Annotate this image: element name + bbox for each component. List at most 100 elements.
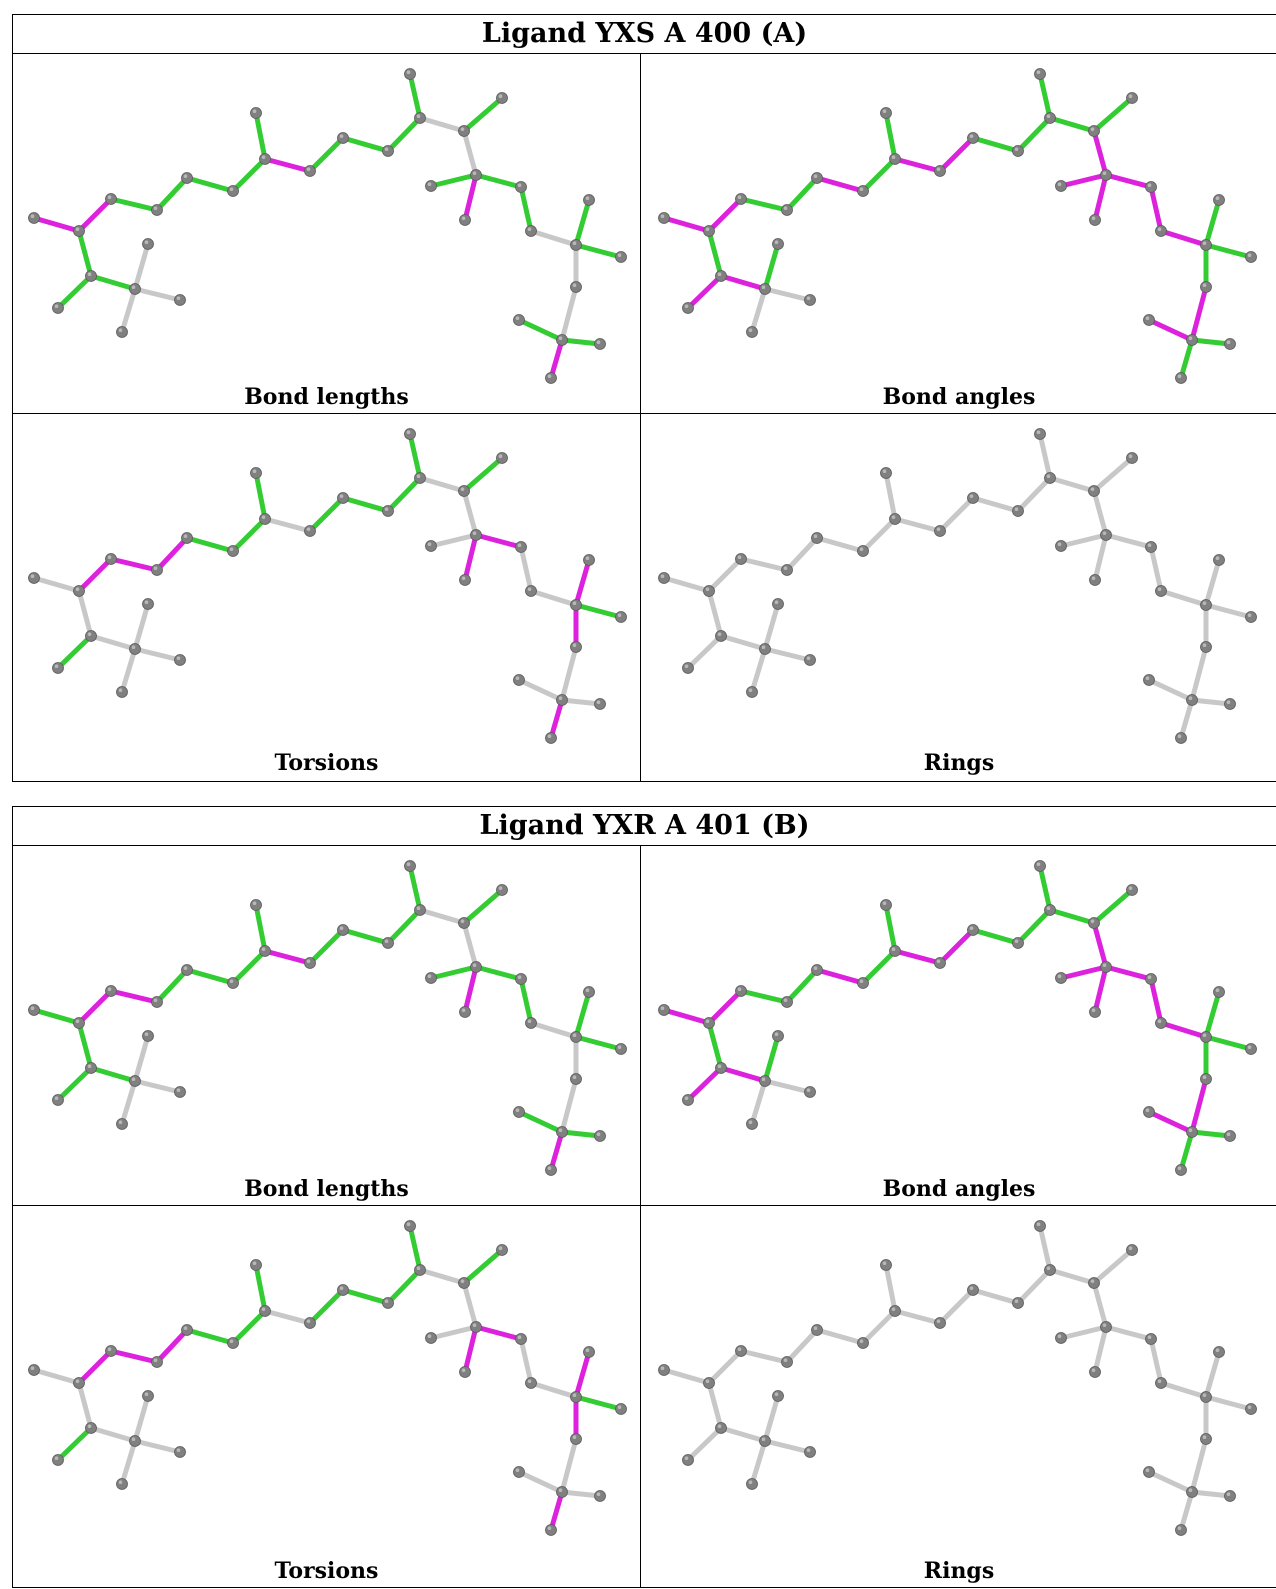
atom xyxy=(52,662,64,674)
atom-highlight xyxy=(1177,1526,1182,1530)
atom xyxy=(1245,611,1257,623)
atom-highlight xyxy=(585,988,590,992)
bond xyxy=(516,1469,565,1495)
atom-highlight xyxy=(75,1379,80,1383)
bond xyxy=(738,1348,790,1365)
atom-highlight xyxy=(558,1488,563,1492)
atom xyxy=(703,1017,715,1029)
atom-highlight xyxy=(498,94,503,98)
atom-highlight xyxy=(153,566,158,570)
atom xyxy=(570,281,582,293)
atom xyxy=(1224,1490,1236,1502)
atom-highlight xyxy=(1128,886,1133,890)
atom-highlight xyxy=(882,901,887,905)
bond xyxy=(340,1287,391,1306)
atom xyxy=(515,1333,527,1345)
atom xyxy=(1012,145,1024,157)
atom xyxy=(857,977,869,989)
atom xyxy=(129,1435,141,1447)
atom-highlight xyxy=(1090,127,1095,131)
panel-torsions: Torsions xyxy=(13,1206,640,1589)
atom-highlight xyxy=(517,183,522,187)
bond xyxy=(784,535,820,573)
bond xyxy=(892,948,943,966)
bond xyxy=(461,95,505,134)
atom xyxy=(735,985,747,997)
bond xyxy=(573,989,592,1040)
atom-highlight xyxy=(306,959,311,963)
atom-highlight xyxy=(1145,1468,1150,1472)
atom-highlight xyxy=(813,966,818,970)
atom xyxy=(1155,1017,1167,1029)
atom-highlight xyxy=(859,979,864,983)
atom-highlight xyxy=(261,515,266,519)
atom xyxy=(772,238,784,250)
atom xyxy=(414,904,426,916)
atom xyxy=(811,532,823,544)
atom xyxy=(414,1264,426,1276)
atom-highlight xyxy=(384,507,389,511)
atom-highlight xyxy=(1147,183,1152,187)
atom xyxy=(857,185,869,197)
bond xyxy=(762,1033,781,1084)
atom xyxy=(404,860,416,872)
atom xyxy=(583,1346,595,1358)
atom-highlight xyxy=(969,926,974,930)
bond xyxy=(108,196,160,213)
atom-highlight xyxy=(416,114,421,118)
atom-highlight xyxy=(54,1096,59,1100)
bond xyxy=(1158,588,1209,608)
bond xyxy=(307,1287,346,1326)
atom-highlight xyxy=(427,1334,432,1338)
atom xyxy=(1126,452,1138,464)
atom xyxy=(116,686,128,698)
atom xyxy=(116,326,128,338)
atom-highlight xyxy=(144,1392,149,1396)
atom xyxy=(116,1118,128,1130)
atom xyxy=(1126,1244,1138,1256)
atom-highlight xyxy=(1177,1166,1182,1170)
atom xyxy=(570,1073,582,1085)
atom xyxy=(404,68,416,80)
bond xyxy=(1047,475,1097,494)
bond xyxy=(528,228,579,248)
atom xyxy=(73,225,85,237)
atom-highlight xyxy=(131,285,136,289)
bond xyxy=(76,588,94,639)
atom-highlight xyxy=(176,296,181,300)
atom xyxy=(1034,1220,1046,1232)
atom xyxy=(227,185,239,197)
atom xyxy=(1224,338,1236,350)
bond xyxy=(516,1109,565,1135)
bond xyxy=(1091,95,1135,134)
atom xyxy=(1175,732,1187,744)
bond xyxy=(461,1280,479,1330)
bond xyxy=(762,1393,781,1444)
atom xyxy=(880,107,892,119)
atom xyxy=(556,1486,568,1498)
atom-highlight xyxy=(517,975,522,979)
atom xyxy=(715,1422,727,1434)
atom xyxy=(459,1366,471,1378)
atom-highlight xyxy=(176,656,181,660)
bond xyxy=(784,175,820,213)
atom-highlight xyxy=(306,167,311,171)
atom xyxy=(525,585,537,597)
atom xyxy=(52,302,64,314)
atom xyxy=(772,1030,784,1042)
bond xyxy=(407,431,423,481)
bond xyxy=(749,646,768,695)
atom-highlight xyxy=(617,253,622,257)
atom-highlight xyxy=(107,1347,112,1351)
atom xyxy=(967,1284,979,1296)
atom-highlight xyxy=(461,1368,466,1372)
atom xyxy=(682,1454,694,1466)
atom xyxy=(304,1317,316,1329)
atom-highlight xyxy=(1046,114,1051,118)
bond xyxy=(1037,1223,1053,1273)
bond xyxy=(473,964,524,982)
bond xyxy=(661,1367,712,1386)
atom-highlight xyxy=(882,109,887,113)
atom-highlight xyxy=(1091,216,1096,220)
atom xyxy=(1012,1297,1024,1309)
